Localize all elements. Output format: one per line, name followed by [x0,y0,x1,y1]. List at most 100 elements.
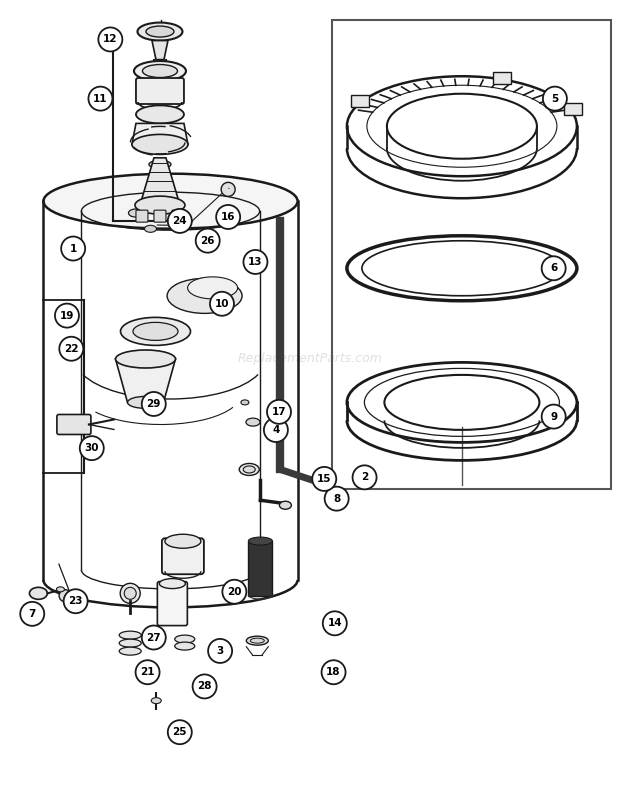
Text: 10: 10 [215,299,229,308]
Circle shape [89,87,112,110]
Ellipse shape [221,182,235,196]
Ellipse shape [120,317,190,346]
Circle shape [323,611,347,635]
Text: 27: 27 [146,633,161,642]
Polygon shape [140,158,180,205]
FancyBboxPatch shape [351,95,369,107]
Text: 1: 1 [69,244,77,253]
Circle shape [216,205,240,229]
FancyBboxPatch shape [494,73,512,84]
Ellipse shape [43,174,298,229]
Ellipse shape [135,196,185,214]
Ellipse shape [144,226,156,232]
Circle shape [244,250,267,274]
Circle shape [223,580,246,604]
Ellipse shape [128,396,164,409]
Text: 15: 15 [317,474,332,484]
Circle shape [20,602,44,626]
Ellipse shape [175,635,195,643]
Text: 23: 23 [68,596,83,606]
Text: 28: 28 [197,682,212,691]
Text: ·: · [226,185,230,194]
Ellipse shape [165,534,201,548]
Circle shape [543,87,567,110]
FancyBboxPatch shape [162,538,204,574]
Text: ReplacementParts.com: ReplacementParts.com [237,353,383,365]
Circle shape [64,589,87,613]
Ellipse shape [146,26,174,37]
Ellipse shape [138,23,182,40]
Ellipse shape [243,466,255,473]
Text: 18: 18 [326,667,341,677]
Ellipse shape [280,501,291,509]
Text: 2: 2 [361,473,368,482]
FancyBboxPatch shape [136,78,184,104]
Ellipse shape [133,323,178,340]
Circle shape [208,639,232,663]
Circle shape [80,436,104,460]
Text: 13: 13 [248,257,263,267]
Circle shape [325,487,348,510]
FancyBboxPatch shape [157,581,187,626]
Ellipse shape [188,277,237,299]
FancyBboxPatch shape [57,414,91,435]
Circle shape [168,720,192,744]
Ellipse shape [250,638,264,643]
Ellipse shape [151,697,161,704]
Ellipse shape [119,639,141,647]
Ellipse shape [120,583,140,604]
Circle shape [99,28,122,51]
Ellipse shape [136,106,184,123]
Circle shape [210,292,234,316]
Text: 16: 16 [221,212,236,222]
Circle shape [542,405,565,428]
Ellipse shape [153,162,167,167]
Text: 17: 17 [272,407,286,417]
Bar [249,541,272,596]
Text: 4: 4 [272,425,280,435]
Ellipse shape [29,587,48,600]
Circle shape [142,392,166,416]
Circle shape [136,660,159,684]
Text: 30: 30 [84,443,99,453]
Circle shape [61,237,85,260]
Ellipse shape [246,636,268,645]
Text: 11: 11 [93,94,108,103]
Ellipse shape [159,578,185,589]
Text: 6: 6 [550,264,557,273]
Text: 21: 21 [140,667,155,677]
Text: 12: 12 [103,35,118,44]
Text: 9: 9 [550,412,557,421]
Circle shape [193,675,216,698]
Ellipse shape [239,463,259,476]
Text: 5: 5 [551,94,559,103]
Text: 3: 3 [216,646,224,656]
Ellipse shape [56,587,64,592]
Circle shape [312,467,336,491]
Ellipse shape [134,61,186,81]
Circle shape [267,400,291,424]
Ellipse shape [124,587,136,600]
Ellipse shape [115,350,175,368]
Text: 8: 8 [333,494,340,503]
Text: 7: 7 [29,609,36,619]
Text: 29: 29 [146,399,161,409]
Ellipse shape [249,537,272,545]
FancyBboxPatch shape [172,210,184,222]
Ellipse shape [119,647,141,655]
Ellipse shape [143,65,177,77]
Ellipse shape [149,160,171,168]
Ellipse shape [128,209,143,217]
Ellipse shape [167,279,242,313]
Text: 14: 14 [327,619,342,628]
Circle shape [353,466,376,489]
Ellipse shape [132,134,188,155]
Ellipse shape [119,631,141,639]
Polygon shape [152,40,168,59]
Text: 24: 24 [172,216,187,226]
Polygon shape [115,359,175,402]
Circle shape [168,209,192,233]
Ellipse shape [241,400,249,405]
Circle shape [264,418,288,442]
Text: 22: 22 [64,344,79,353]
